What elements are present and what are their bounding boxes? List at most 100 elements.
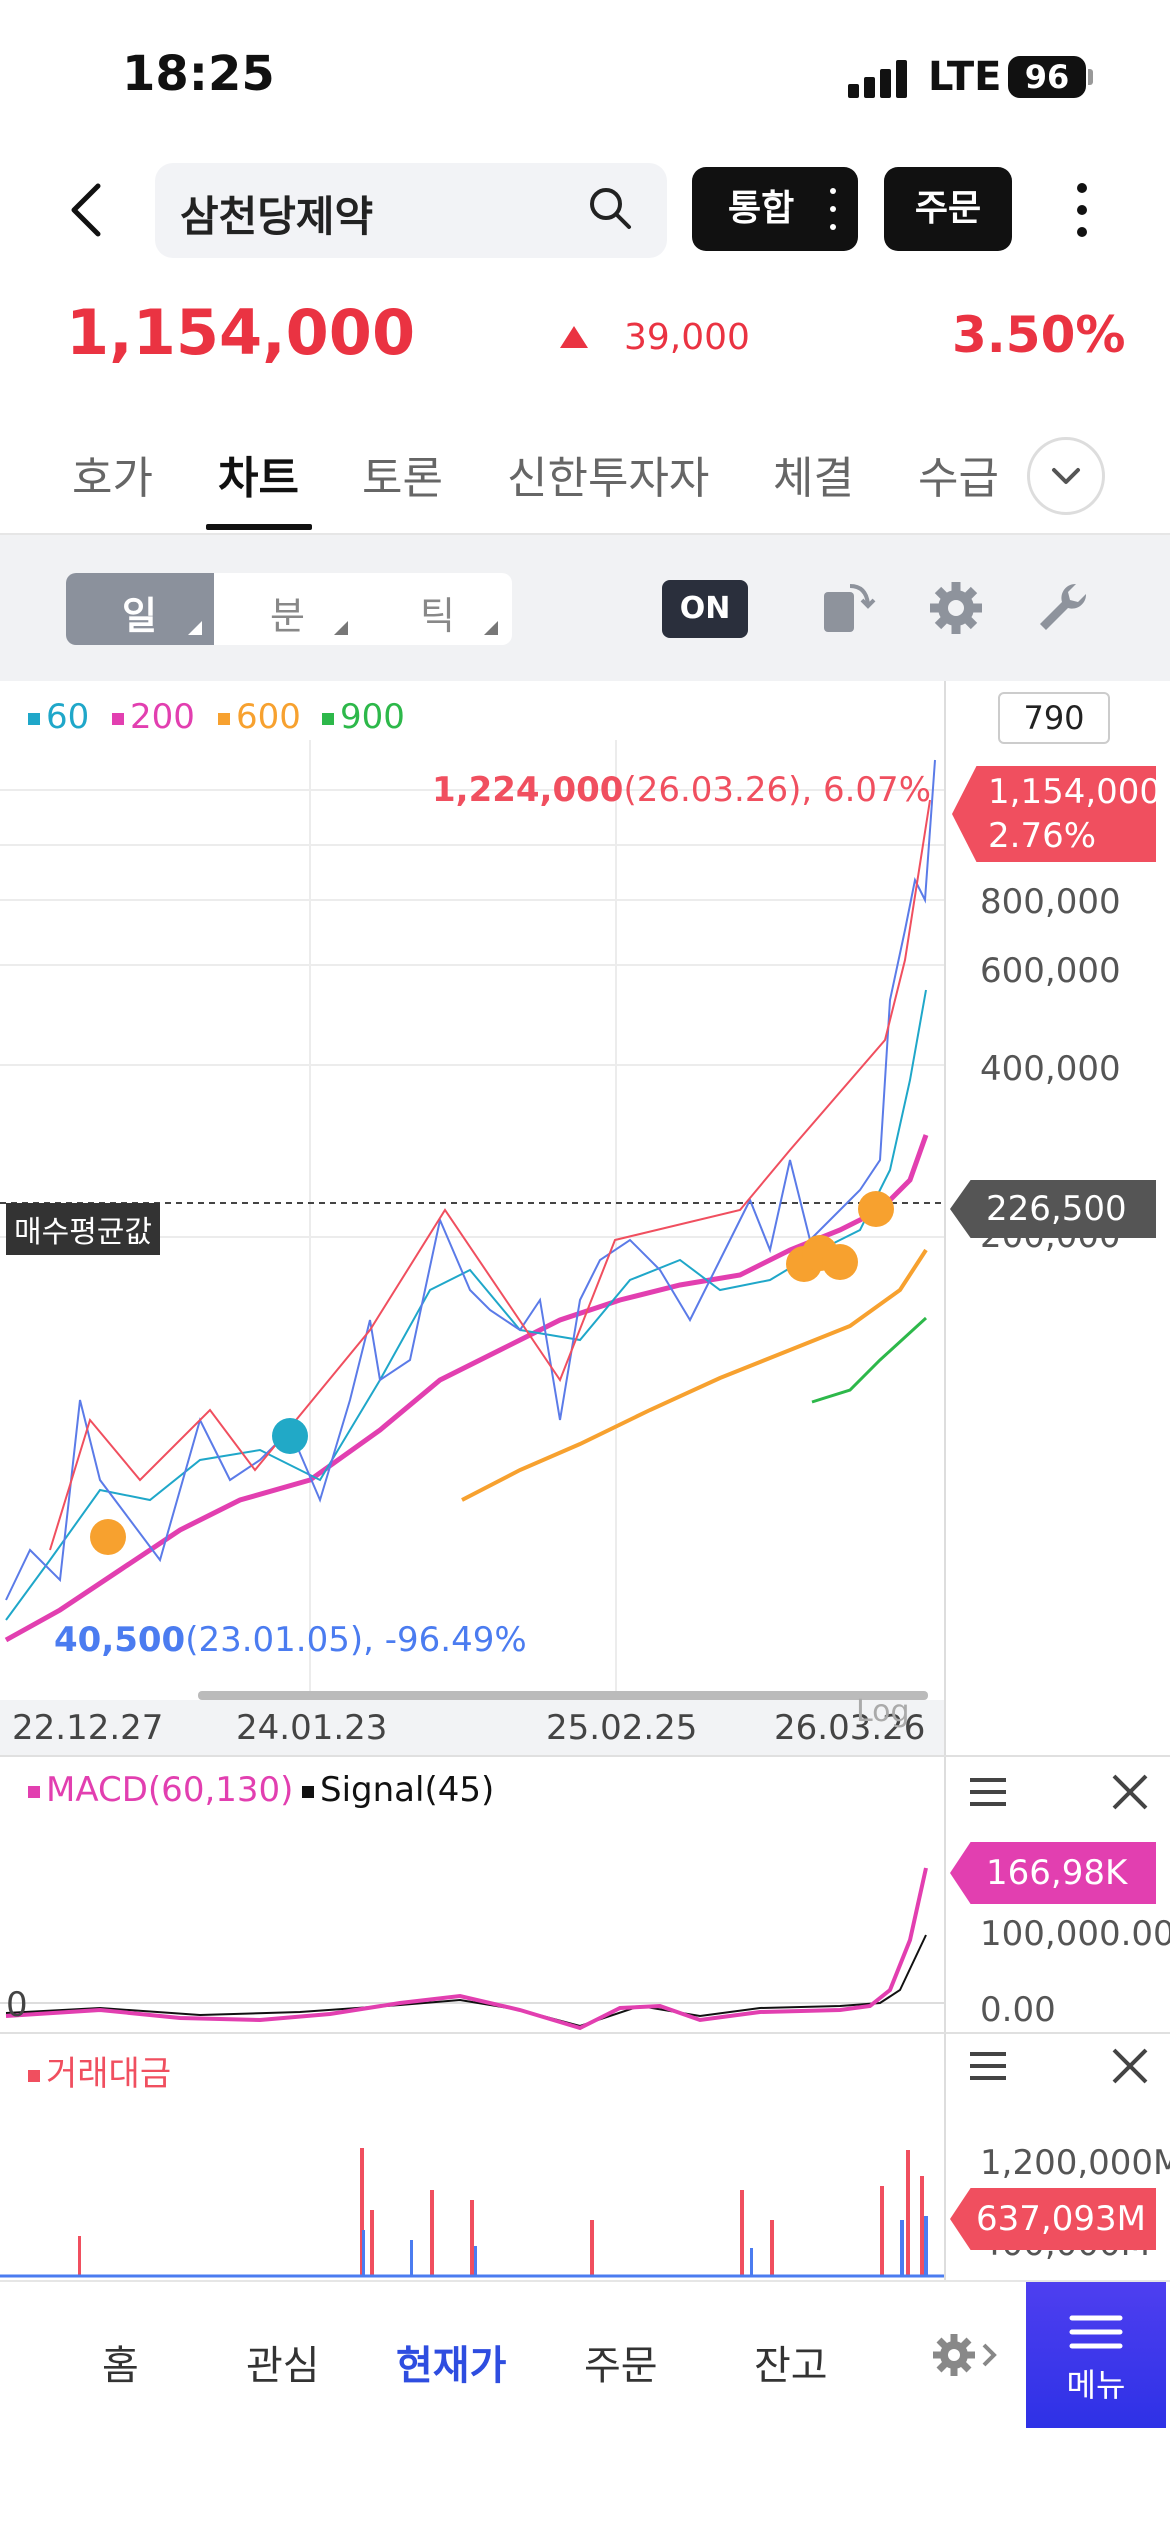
avg-price-label: 매수평균값 — [6, 1203, 160, 1255]
macd-line — [5, 1867, 928, 2031]
dropdown-triangle-icon — [334, 621, 348, 635]
order-button[interactable]: 주문 — [884, 167, 1012, 251]
panel-menu-icon[interactable] — [966, 2044, 1010, 2088]
tab-hoga[interactable]: 호가 — [72, 453, 153, 504]
macd-legend-label: MACD(60,130) — [46, 1770, 294, 1810]
tab-chart[interactable]: 차트 — [218, 453, 299, 504]
tab-discussion[interactable]: 토론 — [362, 453, 443, 504]
legend-swatch — [28, 712, 40, 725]
hamburger-icon — [1069, 2315, 1123, 2349]
menu-label: 메뉴 — [1066, 2366, 1126, 2404]
rotate-screen-icon[interactable] — [818, 578, 878, 638]
volume-legend-label: 거래대금 — [46, 2054, 172, 2094]
legend-ma-200: 200 — [112, 697, 195, 737]
wrench-icon[interactable] — [1032, 578, 1092, 638]
x-axis-label: 25.02.25 — [546, 1708, 698, 1748]
search-icon[interactable] — [585, 183, 635, 233]
x-axis-label: 26.03.26 — [774, 1708, 926, 1748]
y-axis-label: 800,000 — [980, 882, 1121, 922]
low-detail: (23.01.05), -96.49% — [185, 1620, 527, 1660]
period-day-button[interactable]: 일 — [122, 594, 157, 638]
panel-menu-icon[interactable] — [966, 1770, 1010, 1814]
battery-icon: 96 — [1008, 56, 1086, 98]
indicator-on-toggle[interactable]: ON — [662, 580, 748, 638]
tab-divider — [0, 533, 1170, 535]
more-dots-icon — [830, 188, 836, 230]
signal-icon — [848, 60, 908, 98]
y-axis-label: 600,000 — [980, 951, 1121, 991]
price-line — [5, 759, 936, 1601]
current-price-tag: 1,154,000 2.76% — [952, 766, 1156, 862]
menu-button[interactable]: 메뉴 — [1026, 2282, 1166, 2428]
high-detail: (26.03.26), 6.07% — [623, 770, 931, 810]
macd-zero-label: 0 — [6, 1985, 28, 2025]
kebab-menu-icon[interactable] — [1070, 180, 1094, 240]
search-box[interactable] — [155, 163, 667, 258]
nav-watchlist[interactable]: 관심 — [246, 2343, 320, 2389]
legend-label: 200 — [130, 697, 195, 737]
nav-home[interactable]: 홈 — [102, 2343, 139, 2389]
current-price: 1,154,000 — [66, 296, 416, 369]
period-tick-button[interactable]: 틱 — [420, 594, 455, 638]
macd-value-tag: 166,98K — [950, 1842, 1156, 1904]
legend-label: 900 — [340, 697, 405, 737]
close-icon[interactable] — [1108, 1770, 1152, 1814]
legend-label: 60 — [46, 697, 90, 737]
low-annotation: 40,500(23.01.05), -96.49% — [54, 1620, 527, 1660]
macd-panel-divider — [0, 1755, 1170, 1757]
tab-shinhan-investor[interactable]: 신한투자자 — [507, 453, 710, 504]
legend-swatch — [28, 1785, 40, 1798]
x-axis-bar — [0, 1700, 944, 1755]
volume-value-tag: 637,093M — [950, 2188, 1156, 2250]
x-axis-label: 22.12.27 — [12, 1708, 164, 1748]
nav-balance[interactable]: 잔고 — [754, 2343, 828, 2389]
period-minute-button[interactable]: 분 — [270, 594, 305, 638]
ma-900-line — [811, 1316, 928, 1404]
integrated-label: 통합 — [728, 188, 795, 229]
signal-legend-label: Signal(45) — [320, 1770, 495, 1810]
tab-supply[interactable]: 수급 — [918, 453, 999, 504]
sell-signal-marker — [272, 1418, 308, 1454]
y-axis-label: 400,000 — [980, 1049, 1121, 1089]
back-icon[interactable] — [60, 180, 120, 240]
integrated-button[interactable]: 통합 — [692, 167, 858, 251]
nav-current-price[interactable]: 현재가 — [396, 2343, 507, 2389]
volume-bars — [78, 2148, 924, 2276]
gear-icon[interactable] — [926, 578, 986, 638]
high-annotation: 1,224,000(26.03.26), 6.07% — [432, 770, 931, 810]
status-time: 18:25 — [122, 46, 275, 102]
volume-y-label: 1,200,000M — [980, 2143, 1170, 2183]
search-input[interactable]: 삼천당제약 — [180, 192, 374, 241]
buy-signal-markers — [90, 1191, 894, 1555]
candle-count-box[interactable]: 790 — [998, 692, 1110, 744]
macd-y-label: 0.00 — [980, 1990, 1056, 2030]
dropdown-triangle-icon — [188, 621, 202, 635]
legend-ma-900: 900 — [322, 697, 405, 737]
legend-swatch — [28, 2069, 40, 2082]
close-icon[interactable] — [1108, 2044, 1152, 2088]
price-line-up — [49, 799, 931, 1551]
tab-more-button[interactable] — [1027, 437, 1105, 515]
current-tag-pct: 2.76% — [988, 816, 1097, 856]
legend-ma-60: 60 — [28, 697, 89, 737]
legend-ma-600: 600 — [218, 697, 301, 737]
log-scale-label[interactable]: Log — [856, 1694, 910, 1729]
nav-order[interactable]: 주문 — [584, 2343, 658, 2389]
chart-scrollbar[interactable] — [198, 1691, 928, 1700]
low-value: 40,500 — [54, 1620, 186, 1660]
legend-label: 600 — [236, 697, 301, 737]
settings-more-icon[interactable] — [932, 2330, 1002, 2380]
macd-legend: MACD(60,130) — [28, 1770, 293, 1810]
up-triangle-icon — [560, 326, 588, 348]
x-axis-label: 24.01.23 — [236, 1708, 388, 1748]
legend-swatch — [302, 1785, 314, 1798]
battery-tip — [1088, 69, 1093, 85]
avg-price-tag: 226,500 — [950, 1180, 1156, 1238]
price-change-pct: 3.50% — [952, 306, 1126, 364]
macd-y-label: 100,000.00 — [980, 1914, 1170, 1954]
legend-swatch — [112, 712, 124, 725]
volume-legend: 거래대금 — [28, 2046, 171, 2095]
chart-axis-divider — [944, 681, 946, 2280]
tab-trades[interactable]: 체결 — [773, 453, 854, 504]
chevron-down-icon — [1052, 468, 1080, 484]
